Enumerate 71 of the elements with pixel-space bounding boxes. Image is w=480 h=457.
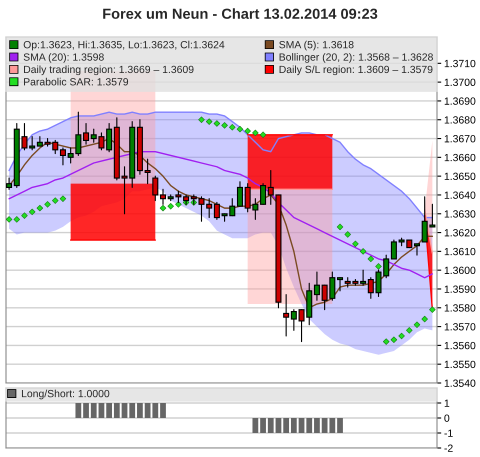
y-tick-label: 1.3660 xyxy=(444,154,476,162)
point xyxy=(229,124,236,130)
candlestick xyxy=(429,204,436,228)
legend-label: Bollinger (20, 2): 1.3568 – 1.3628 xyxy=(280,53,433,63)
point xyxy=(382,338,390,345)
y-tick-label: 1.3640 xyxy=(444,191,476,199)
y-tick-label: 1.3690 xyxy=(444,97,476,105)
point xyxy=(244,128,251,134)
candlestick xyxy=(6,177,12,190)
y-tick-label: 1.3630 xyxy=(444,210,476,218)
point xyxy=(336,224,344,230)
y-tick-label: -2 xyxy=(444,444,453,452)
y-tick-label: 1.3710 xyxy=(444,60,476,68)
point xyxy=(44,201,51,208)
point xyxy=(398,332,405,340)
legend-label: Parabolic SAR: 1.3579 xyxy=(24,78,128,86)
point xyxy=(414,321,420,328)
point xyxy=(236,126,244,132)
point xyxy=(60,195,66,202)
y-tick-label: 1.3550 xyxy=(444,360,476,368)
y-tick-label: 1.3600 xyxy=(444,266,476,274)
point xyxy=(429,306,436,313)
y-tick-label: 1.3540 xyxy=(444,380,476,387)
y-tick-label: 1.3680 xyxy=(444,116,476,124)
y-tick-label: 1.3610 xyxy=(444,248,476,256)
point xyxy=(6,216,12,223)
y-tick-label: 1.3580 xyxy=(444,304,476,312)
y-tick-label: 1.3570 xyxy=(444,323,476,330)
y-tick-label: 1 xyxy=(444,400,450,407)
point xyxy=(252,130,259,136)
point xyxy=(28,208,36,216)
point xyxy=(421,316,428,322)
point xyxy=(352,240,359,248)
candlestick xyxy=(344,277,351,288)
y-tick-label: 1.3650 xyxy=(444,172,476,180)
legend-label: Long/Short: 1.0000 xyxy=(22,390,110,400)
point xyxy=(221,122,228,129)
point xyxy=(160,204,166,212)
point xyxy=(390,336,398,343)
point xyxy=(175,201,182,208)
point xyxy=(360,248,366,255)
y-tick-label: 1.3590 xyxy=(444,285,476,293)
point xyxy=(36,204,44,212)
legend-label: Daily trading region: 1.3669 – 1.3609 xyxy=(24,65,194,76)
y-tick-label: 0 xyxy=(444,414,450,422)
point xyxy=(14,216,20,223)
point xyxy=(260,132,266,138)
y-tick-label: 1.3560 xyxy=(444,342,476,350)
candlestick xyxy=(283,294,290,337)
point xyxy=(167,203,174,210)
legend-label: SMA (20): 1.3598 xyxy=(24,53,104,63)
point xyxy=(368,256,374,262)
point xyxy=(52,197,58,204)
point xyxy=(198,116,205,123)
point xyxy=(206,118,212,125)
point xyxy=(375,263,382,270)
candlestick xyxy=(422,196,428,243)
legend-label: SMA (5): 1.3618 xyxy=(279,40,354,50)
point xyxy=(406,327,413,334)
line-series xyxy=(8,151,434,278)
point xyxy=(344,231,351,238)
chart-title: Forex um Neun - Chart 13.02.2014 09:23 xyxy=(103,8,378,19)
legend-label: Op:1.3623, Hi:1.3635, Lo:1.3623, Cl:1.3624 xyxy=(24,40,224,50)
legend-label: Daily S/L region: 1.3609 – 1.3579 xyxy=(280,65,432,76)
y-tick-label: 1.3670 xyxy=(444,135,476,142)
y-tick-label: 1.3700 xyxy=(444,78,476,86)
y-tick-label: 1.3620 xyxy=(444,229,476,236)
point xyxy=(214,120,220,127)
y-tick-label: -1 xyxy=(444,430,453,437)
line-series xyxy=(8,112,434,218)
point xyxy=(21,212,28,219)
